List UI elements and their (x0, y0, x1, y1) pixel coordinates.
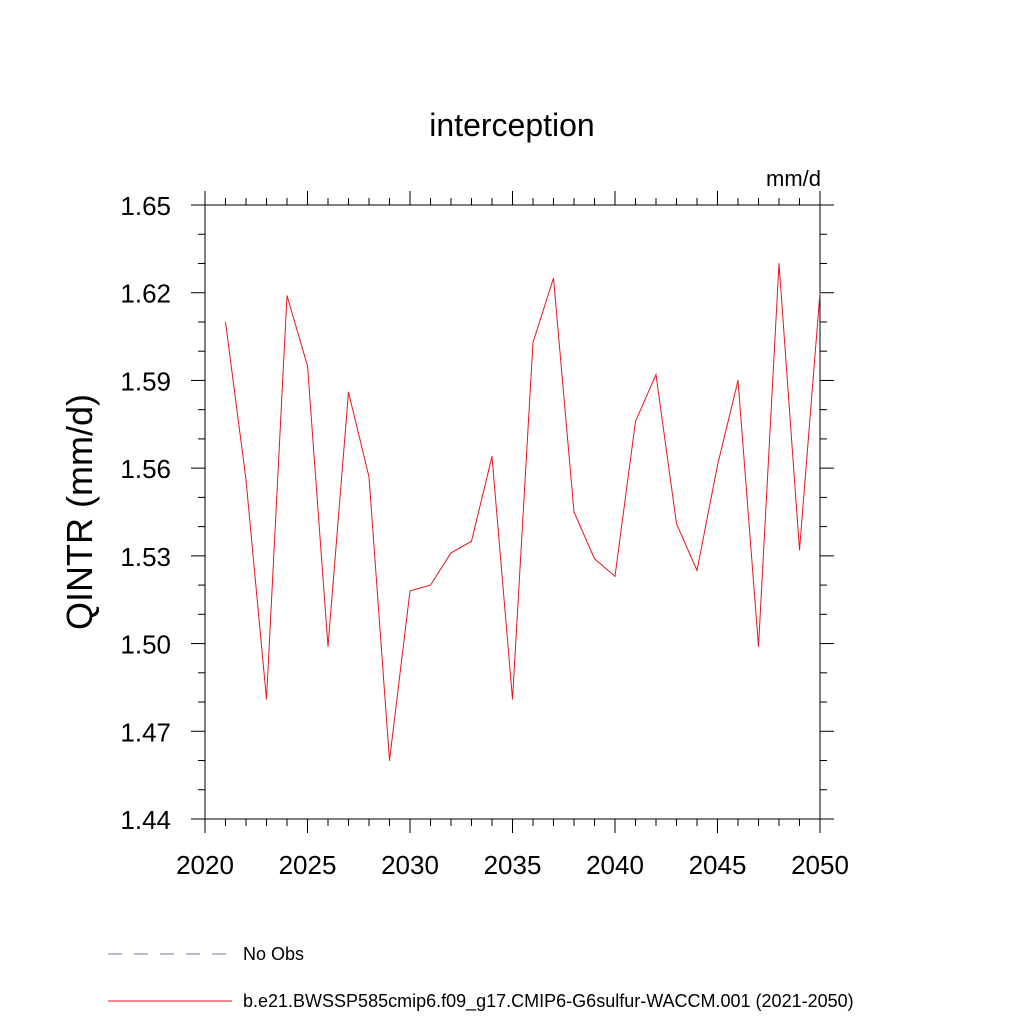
series-points (225, 262, 821, 762)
data-point (655, 374, 657, 376)
y-axis-label: QINTR (mm/d) (59, 394, 100, 630)
y-tick-label: 1.56 (120, 454, 171, 484)
data-point (573, 511, 575, 513)
data-point (553, 277, 554, 279)
data-point (245, 479, 247, 481)
y-tick-label: 1.50 (120, 630, 171, 660)
data-point (717, 464, 718, 466)
data-point (758, 645, 759, 647)
y-tick-label: 1.59 (120, 366, 171, 396)
data-point (266, 698, 267, 700)
x-tick-label: 2045 (689, 850, 747, 880)
chart-title: interception (429, 107, 594, 143)
plot-frame (204, 204, 821, 820)
data-point (491, 455, 493, 457)
data-point (471, 540, 472, 542)
x-tick-label: 2035 (484, 850, 542, 880)
legend-label-no-obs: No Obs (243, 944, 304, 964)
x-tick-label: 2050 (791, 850, 849, 880)
data-point (594, 558, 595, 560)
y-tick-label: 1.44 (120, 805, 171, 835)
legend: No Obs b.e21.BWSSP585cmip6.f09_g17.CMIP6… (108, 944, 854, 1012)
data-point (614, 575, 616, 577)
data-point (409, 590, 411, 592)
data-point (512, 698, 513, 700)
data-point (778, 262, 780, 264)
y-tick-labels: 1.44 1.47 1.50 1.53 1.56 1.59 1.62 1.65 (120, 191, 171, 835)
data-point (819, 292, 821, 294)
data-point (389, 760, 390, 762)
y-tick-label: 1.62 (120, 279, 171, 309)
x-tick-label: 2030 (381, 850, 439, 880)
legend-label-model: b.e21.BWSSP585cmip6.f09_g17.CMIP6-G6sulf… (243, 991, 854, 1012)
plot-area: 2020 2025 2030 2035 2040 2045 2050 1.44 1.47 1.5… (120, 191, 849, 880)
legend-item-model: b.e21.BWSSP585cmip6.f09_g17.CMIP6-G6sulf… (108, 991, 854, 1012)
x-tick-label: 2040 (586, 850, 644, 880)
x-tick-label: 2020 (176, 850, 234, 880)
x-tick-label: 2025 (279, 850, 337, 880)
data-point (450, 552, 452, 554)
y-tick-label: 1.53 (120, 542, 171, 572)
y-tick-label: 1.47 (120, 717, 171, 747)
data-point (286, 295, 288, 297)
data-point (696, 569, 698, 571)
data-point (737, 379, 739, 381)
data-point (307, 365, 308, 367)
data-point (327, 645, 329, 647)
data-point (368, 476, 370, 478)
units-label: mm/d (766, 166, 821, 191)
data-point (430, 584, 431, 586)
series-line (225, 263, 821, 761)
data-point (635, 420, 636, 422)
data-point (676, 523, 677, 525)
data-point (225, 321, 226, 323)
axis-ticks (191, 191, 834, 833)
legend-item-no-obs: No Obs (108, 944, 304, 964)
y-tick-label: 1.65 (120, 191, 171, 221)
data-point (348, 391, 349, 393)
x-tick-labels: 2020 2025 2030 2035 2040 2045 2050 (176, 850, 849, 880)
data-point (532, 341, 534, 343)
data-point (799, 549, 800, 551)
